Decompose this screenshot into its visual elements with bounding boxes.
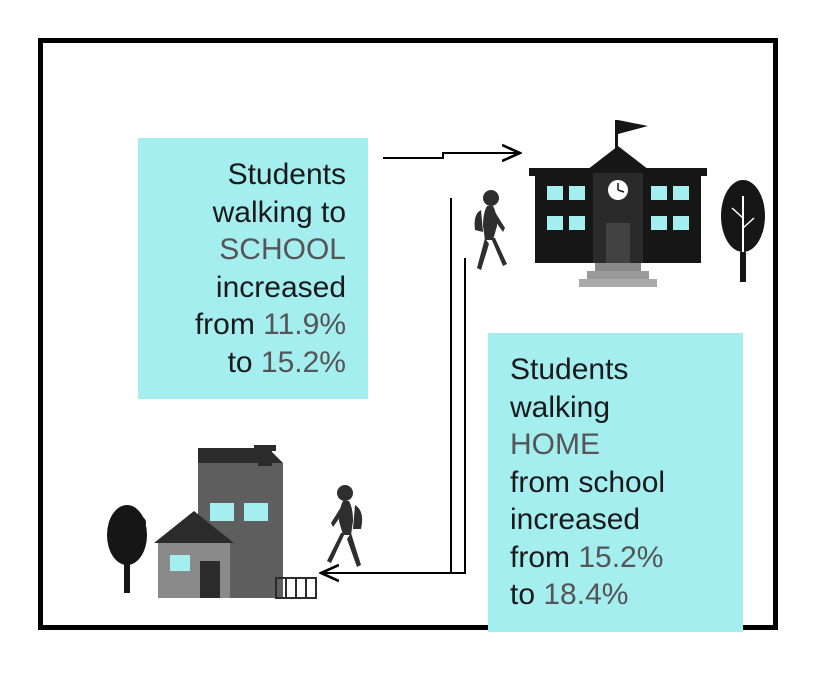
infographic-frame: Students walking to SCHOOL increased fro… bbox=[38, 38, 778, 630]
tree-icon bbox=[105, 503, 150, 598]
student-walking-icon bbox=[463, 188, 518, 278]
school-icon bbox=[523, 118, 713, 288]
tree-icon bbox=[718, 178, 768, 288]
house-icon bbox=[138, 443, 328, 623]
student-walking-home-icon bbox=[318, 483, 378, 578]
